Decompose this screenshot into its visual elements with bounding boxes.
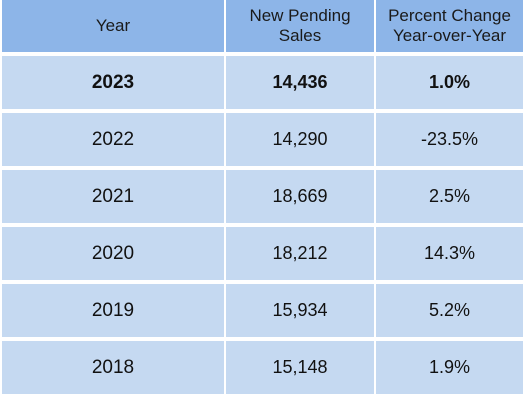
header-percent-change: Percent Change Year-over-Year	[376, 0, 523, 52]
header-new-pending-sales: New Pending Sales	[226, 0, 374, 52]
cell-sales-2018: 15,148	[226, 341, 374, 394]
cell-year-2021: 2021	[2, 170, 224, 223]
cell-sales-2019: 15,934	[226, 284, 374, 337]
cell-sales-2022: 14,290	[226, 113, 374, 166]
cell-sales-2021: 18,669	[226, 170, 374, 223]
cell-sales-2020: 18,212	[226, 227, 374, 280]
cell-year-2019: 2019	[2, 284, 224, 337]
cell-sales-2023: 14,436	[226, 56, 374, 109]
header-year: Year	[2, 0, 224, 52]
header-percent-change-line1: Percent Change	[388, 6, 511, 25]
cell-change-2022: -23.5%	[376, 113, 523, 166]
cell-change-2020: 14.3%	[376, 227, 523, 280]
cell-change-2023: 1.0%	[376, 56, 523, 109]
cell-year-2018: 2018	[2, 341, 224, 394]
header-percent-change-line2: Year-over-Year	[392, 26, 507, 45]
cell-year-2020: 2020	[2, 227, 224, 280]
cell-year-2022: 2022	[2, 113, 224, 166]
cell-change-2018: 1.9%	[376, 341, 523, 394]
cell-year-2023: 2023	[2, 56, 224, 109]
cell-change-2021: 2.5%	[376, 170, 523, 223]
cell-change-2019: 5.2%	[376, 284, 523, 337]
